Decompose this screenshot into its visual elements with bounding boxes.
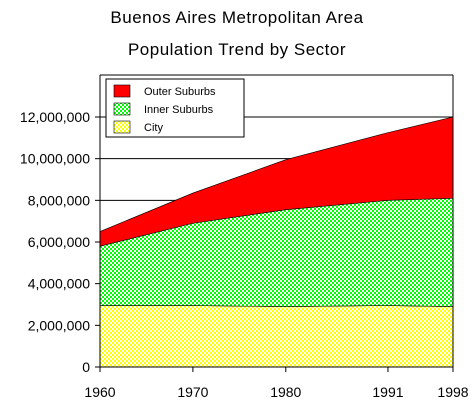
legend-label: City — [144, 122, 163, 134]
y-tick-label: 12,000,000 — [20, 109, 90, 125]
y-tick-label: 2,000,000 — [28, 317, 90, 333]
x-tick-label: 1980 — [270, 384, 301, 400]
y-tick-label: 4,000,000 — [28, 276, 90, 292]
x-tick-label: 1970 — [177, 384, 208, 400]
chart-title: Buenos Aires Metropolitan Area — [110, 8, 364, 27]
y-tick-label: 8,000,000 — [28, 192, 90, 208]
chart-subtitle: Population Trend by Sector — [127, 40, 347, 59]
x-tick-label: 1960 — [84, 384, 115, 400]
area-series — [99, 116, 454, 368]
x-tick-label: 1998 — [437, 384, 468, 400]
y-tick-label: 0 — [82, 359, 90, 375]
x-tick-label: 1991 — [372, 384, 403, 400]
legend-label: Outer Suburbs — [144, 86, 216, 98]
area-city — [99, 305, 454, 368]
legend-swatch — [113, 84, 131, 98]
axes: 0 2,000,000 4,000,000 6,000,000 8,000,000 10,… — [20, 74, 469, 400]
legend: Outer Suburbs Inner Suburbs City — [105, 78, 245, 138]
legend-swatch — [113, 102, 131, 116]
legend-label: Inner Suburbs — [144, 104, 214, 116]
y-tick-label: 6,000,000 — [28, 234, 90, 250]
legend-swatch — [113, 120, 131, 134]
y-tick-label: 10,000,000 — [20, 151, 90, 167]
